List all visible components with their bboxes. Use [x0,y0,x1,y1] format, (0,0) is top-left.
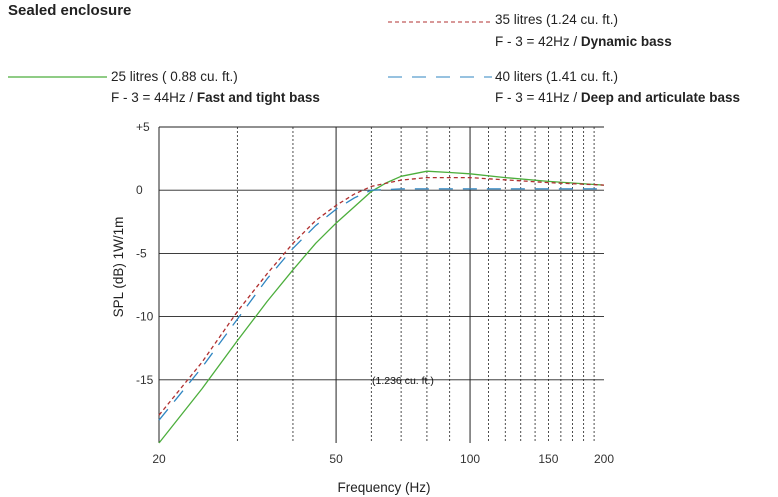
x-tick-label-50: 50 [329,452,343,466]
annotation-label: (1.236 cu. ft.) [372,375,434,387]
series-line-0 [158,170,605,444]
y-tick-label-0: +5 [136,120,150,134]
grid [158,126,604,443]
x-axis-label: Frequency (Hz) [337,480,430,495]
chart-title: Sealed enclosure [8,2,131,19]
legend-entry-25-litres: 25 litres ( 0.88 cu. ft.) F - 3 = 44Hz /… [8,69,320,105]
legend-detail-25-litres: F - 3 = 44Hz / Fast and tight bass [111,90,320,105]
series-lines [158,170,605,444]
legend-entry-35-litres: 35 litres (1.24 cu. ft.) F - 3 = 42Hz / … [388,12,672,49]
legend-label-40-liters: 40 liters (1.41 cu. ft.) [495,69,618,84]
axis-ticks: 20 50 100 150 200 +5 0 -5 -10 -15 [136,120,614,466]
series-line-1 [158,176,605,416]
x-tick-label-150: 150 [538,452,558,466]
y-tick-label-2: -5 [136,246,147,260]
y-tick-label-3: -10 [136,310,154,324]
x-tick-label-100: 100 [460,452,480,466]
legend-entry-40-liters: 40 liters (1.41 cu. ft.) F - 3 = 41Hz / … [388,69,740,105]
legend-detail-40-liters: F - 3 = 41Hz / Deep and articulate bass [495,90,740,105]
legend-label-35-litres: 35 litres (1.24 cu. ft.) [495,12,618,27]
y-axis-label: SPL (dB) 1W/1m [111,217,126,318]
y-tick-label-4: -15 [136,373,154,387]
y-tick-label-1: 0 [136,183,143,197]
x-tick-label-20: 20 [152,452,166,466]
legend-detail-35-litres: F - 3 = 42Hz / Dynamic bass [495,34,672,49]
x-tick-label-200: 200 [594,452,614,466]
legend-label-25-litres: 25 litres ( 0.88 cu. ft.) [111,69,238,84]
